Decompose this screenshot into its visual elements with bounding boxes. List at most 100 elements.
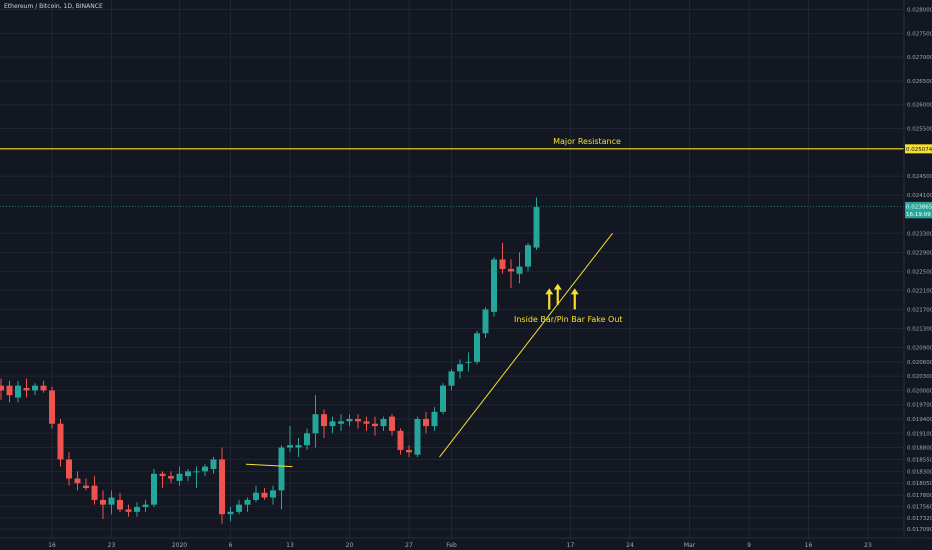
candle-body [465,361,472,363]
candle [270,485,276,505]
candle-body [40,385,47,391]
candle-body [329,421,336,427]
candle-body [108,497,115,505]
candle [66,452,72,486]
price-tick-label: 0.017560 [907,505,932,511]
price-tick-label: 0.025500 [907,127,932,133]
price-label-text: 16:19:09 [906,212,931,218]
candle-body [270,490,276,498]
candle [372,416,378,436]
candle [168,471,174,484]
time-tick-label: 20 [346,542,354,549]
drawings[interactable]: Major Resistance Inside Bar/Pin Bar Fake … [0,137,904,468]
candle-body [83,485,89,489]
candle [151,468,157,508]
candle [210,457,217,474]
trendline[interactable] [439,232,613,458]
candle-body [414,418,421,455]
candle-body [74,478,81,484]
candle-body [516,266,523,274]
candle-body [202,466,208,472]
candle [312,395,319,448]
candle-body [227,511,234,515]
candle-body [440,385,446,412]
candle-body [142,504,149,508]
time-axis[interactable]: 16 23 2020 6 13 20 27 Feb 17 24 Mar 9 16 23 [0,537,932,549]
candle [414,416,421,458]
candle-body [168,476,174,479]
candle-body [312,414,319,434]
candle-body [117,499,123,510]
candle [321,409,327,439]
price-label-text: 0.025074 [906,147,932,153]
candle-body [32,385,38,391]
price-tick-label: 0.017800 [907,493,932,499]
candle [397,428,404,455]
candle [117,492,123,512]
candle-body [287,445,293,448]
candle [83,478,89,491]
candle-body [159,473,166,477]
candle-body [457,364,463,372]
candle-body [244,499,251,505]
price-tick-label: 0.020000 [907,388,932,394]
candle [6,380,13,403]
price-axis[interactable]: 0.028000 0.027500 0.027000 0.026500 0.026000… [903,0,932,538]
candle [406,445,412,458]
up-arrow[interactable] [553,283,562,305]
symbol-title: Ethereum / Bitcoin, 1D, BINANCE [4,3,103,10]
price-tick-label: 0.020900 [907,346,932,352]
candle-body [423,418,429,427]
small-trendline[interactable] [245,463,293,468]
candle-body [448,371,455,386]
candle [185,468,191,481]
price-label-badge [905,144,932,154]
candle-body [397,430,404,450]
candle [261,488,268,500]
annotation-label: Inside Bar/Pin Bar Fake Out [514,315,623,324]
candle [431,407,438,431]
time-tick-label: Feb [446,542,457,549]
candle-body [236,504,242,512]
candle-body [355,418,361,422]
price-axis-background [904,0,932,538]
price-tick-label: 0.021300 [907,327,932,333]
price-label-badge [905,201,932,211]
candle [355,414,361,429]
candle [304,428,310,450]
candle-body [295,445,302,448]
candle [219,447,225,524]
candle [100,490,106,519]
up-arrow-head [553,283,562,290]
candle-body [380,418,387,427]
time-tick-label: 24 [626,542,634,549]
candle [440,383,446,415]
candle-body [431,411,438,427]
candle-body [278,447,285,491]
candle-body [151,473,157,505]
up-arrow[interactable] [570,288,579,310]
candle [244,497,251,512]
price-tick-label: 0.020600 [907,360,932,366]
candle [91,476,98,505]
candle-body [6,385,13,396]
candle [448,368,455,391]
candle [482,307,489,339]
grid-lines [0,0,904,538]
up-arrow[interactable] [545,288,554,310]
candle-body [49,390,55,424]
candle [533,197,540,250]
price-tick-label: 0.026000 [907,103,932,109]
candle-body [508,269,514,272]
candle-body [57,423,64,460]
candle [346,414,353,427]
candle [134,502,140,517]
candle [278,445,285,510]
candle [227,507,234,522]
candle [499,242,506,274]
candle [40,380,47,393]
candle [15,380,21,403]
candle-body [176,473,183,481]
candle [491,257,497,317]
